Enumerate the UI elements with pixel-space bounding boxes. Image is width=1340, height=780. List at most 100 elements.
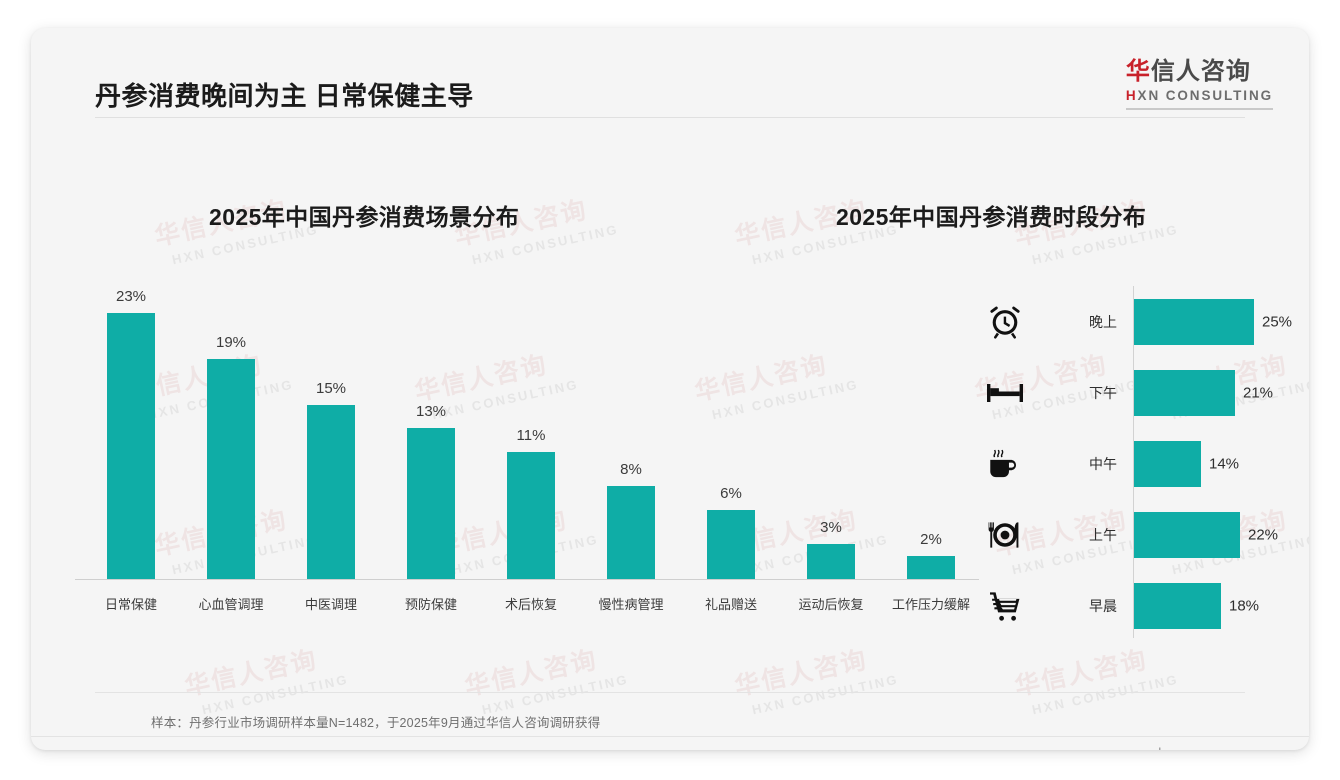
- bar-value-label: 14%: [1209, 455, 1240, 472]
- logo-underline: [1125, 107, 1273, 110]
- bar-wrapper: 21%: [1134, 369, 1273, 416]
- bar-value-label: 22%: [1248, 526, 1279, 543]
- logo-en-first-char: H: [1125, 87, 1138, 103]
- footer-divider: [31, 736, 1309, 737]
- header-divider: [95, 117, 1245, 118]
- brand-logo: 华信人咨询 HXN CONSULTING: [1125, 58, 1273, 114]
- bar[interactable]: [1134, 369, 1235, 416]
- bar-value-label: 11%: [516, 427, 546, 444]
- bar[interactable]: [907, 556, 955, 579]
- bar-wrapper: 19%: [207, 278, 255, 579]
- bar-wrapper: 11%: [507, 278, 555, 579]
- logo-cn-first-char: 华: [1125, 58, 1151, 85]
- bar[interactable]: [807, 544, 855, 579]
- logo-chinese-text: 华信人咨询: [1126, 58, 1273, 86]
- consumption-scenario-bar-chart: 23% 日常保健 19% 心血管调理 15% 中医调理 13% 预防保健 11% 术后恢复 8% 慢性…: [75, 278, 979, 623]
- bar[interactable]: [607, 486, 655, 579]
- page-title: 丹参消费晚间为主 日常保健主导: [95, 81, 474, 111]
- right-chart-title: 2025年中国丹参消费时段分布: [836, 204, 1147, 230]
- bar[interactable]: [1134, 440, 1201, 487]
- time-slot-label: 下午: [1089, 384, 1117, 401]
- header: 丹参消费晚间为主 日常保健主导 华信人咨询 HXN CONSULTING: [31, 28, 1309, 130]
- bar-category-label: 运动后恢复: [798, 597, 864, 612]
- bar[interactable]: [307, 405, 355, 579]
- logo-english-text: HXN CONSULTING: [1126, 88, 1273, 103]
- bed-icon: [985, 373, 1025, 413]
- bar-wrapper: 25%: [1134, 298, 1292, 345]
- bar-value-label: 18%: [1229, 597, 1260, 614]
- bar-value-label: 23%: [115, 288, 147, 305]
- bar-wrapper: 22%: [1134, 511, 1278, 558]
- note-divider: [95, 692, 1245, 693]
- bar-value-label: 25%: [1262, 313, 1293, 330]
- bar-category-label: 中医调理: [304, 597, 358, 612]
- bar-wrapper: 3%: [807, 278, 855, 579]
- bar-value-label: 15%: [315, 380, 347, 397]
- bar-category-label: 工作压力缓解: [891, 597, 971, 612]
- bar[interactable]: [407, 428, 455, 579]
- copyright-text: ©2025.11 HXR华信人咨询: [97, 746, 243, 750]
- bar-value-label: 13%: [415, 403, 447, 420]
- left-chart-baseline: [75, 579, 979, 580]
- bar[interactable]: [1134, 511, 1240, 558]
- bar-wrapper: 23%: [107, 278, 155, 579]
- bar[interactable]: [207, 359, 255, 579]
- logo-cn-rest: 信人咨询: [1150, 58, 1251, 85]
- bar-wrapper: 15%: [307, 278, 355, 579]
- bar-value-label: 6%: [720, 485, 742, 502]
- bar-wrapper: 18%: [1134, 582, 1259, 629]
- bar[interactable]: [1134, 582, 1221, 629]
- watermark-english: HXN CONSULTING: [200, 671, 351, 718]
- left-chart-title: 2025年中国丹参消费场景分布: [209, 204, 520, 230]
- logo-en-rest: XN CONSULTING: [1137, 87, 1273, 103]
- time-slot-row: 下午 21%: [971, 357, 1291, 428]
- bar-value-label: 2%: [920, 531, 942, 548]
- slide-card: 华信人咨询 HXN CONSULTING 华信人咨询 HXN CONSULTING 华信…: [31, 28, 1309, 750]
- bar-value-label: 3%: [820, 519, 842, 536]
- bar[interactable]: [107, 313, 155, 579]
- bar-column: 3% 运动后恢复: [781, 278, 881, 612]
- bar-category-label: 日常保健: [104, 597, 158, 612]
- watermark-english: HXN CONSULTING: [1030, 671, 1181, 718]
- bar-category-label: 术后恢复: [504, 597, 558, 612]
- right-chart-axis: [1133, 286, 1134, 638]
- watermark-english: HXN CONSULTING: [750, 671, 901, 718]
- watermark-english: HXN CONSULTING: [480, 671, 631, 718]
- time-slot-label: 中午: [1089, 455, 1117, 472]
- bar-column: 15% 中医调理: [281, 278, 381, 612]
- bar-column: 19% 心血管调理: [181, 278, 281, 612]
- bar[interactable]: [1134, 298, 1254, 345]
- bar-wrapper: 8%: [607, 278, 655, 579]
- sample-note: 样本：丹参行业市场调研样本量N=1482，于2025年9月通过华信人咨询调研获得: [151, 716, 601, 730]
- coffee-cup-icon: [985, 444, 1025, 484]
- bar-wrapper: 13%: [407, 278, 455, 579]
- time-slot-label: 晚上: [1089, 313, 1117, 330]
- bar-category-label: 礼品赠送: [704, 597, 758, 612]
- time-slot-row: 上午 22%: [971, 499, 1291, 570]
- bar-column: 13% 预防保健: [381, 278, 481, 612]
- website-link[interactable]: www.hxrcon.com: [1129, 746, 1223, 750]
- bar[interactable]: [507, 452, 555, 579]
- time-slot-row: 中午 14%: [971, 428, 1291, 499]
- bar-column: 8% 慢性病管理: [581, 278, 681, 612]
- bar-category-label: 慢性病管理: [598, 597, 664, 612]
- consumption-time-bar-chart: 晚上 25% 下午 21% 中午 14% 上午 22% 早晨 18%: [971, 286, 1292, 638]
- bar-wrapper: 2%: [907, 278, 955, 579]
- bar-category-label: 预防保健: [404, 597, 458, 612]
- bar-column: 23% 日常保健: [81, 278, 181, 612]
- bar-value-label: 21%: [1243, 384, 1274, 401]
- bar-column: 11% 术后恢复: [481, 278, 581, 612]
- time-slot-row: 晚上 25%: [971, 286, 1292, 357]
- bar[interactable]: [707, 510, 755, 579]
- bar-value-label: 8%: [620, 461, 642, 478]
- bar-column: 2% 工作压力缓解: [881, 278, 981, 612]
- alarm-clock-icon: [985, 302, 1025, 342]
- bar-category-label: 心血管调理: [198, 597, 264, 612]
- time-slot-label: 早晨: [1089, 597, 1117, 614]
- bar-wrapper: 6%: [707, 278, 755, 579]
- shopping-cart-icon: [985, 586, 1025, 626]
- time-slot-label: 上午: [1089, 526, 1117, 543]
